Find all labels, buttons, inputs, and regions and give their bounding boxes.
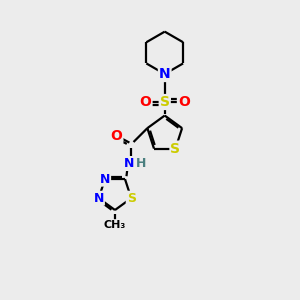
Text: O: O bbox=[140, 95, 152, 109]
Text: N: N bbox=[159, 67, 170, 81]
Text: S: S bbox=[170, 142, 181, 156]
Text: S: S bbox=[127, 192, 136, 205]
Text: N: N bbox=[124, 157, 134, 170]
Text: H: H bbox=[136, 157, 147, 170]
Text: N: N bbox=[100, 172, 110, 186]
Text: O: O bbox=[178, 95, 190, 109]
Text: O: O bbox=[110, 128, 122, 142]
Text: CH₃: CH₃ bbox=[104, 220, 126, 230]
Text: S: S bbox=[160, 95, 170, 109]
Text: N: N bbox=[94, 192, 104, 205]
